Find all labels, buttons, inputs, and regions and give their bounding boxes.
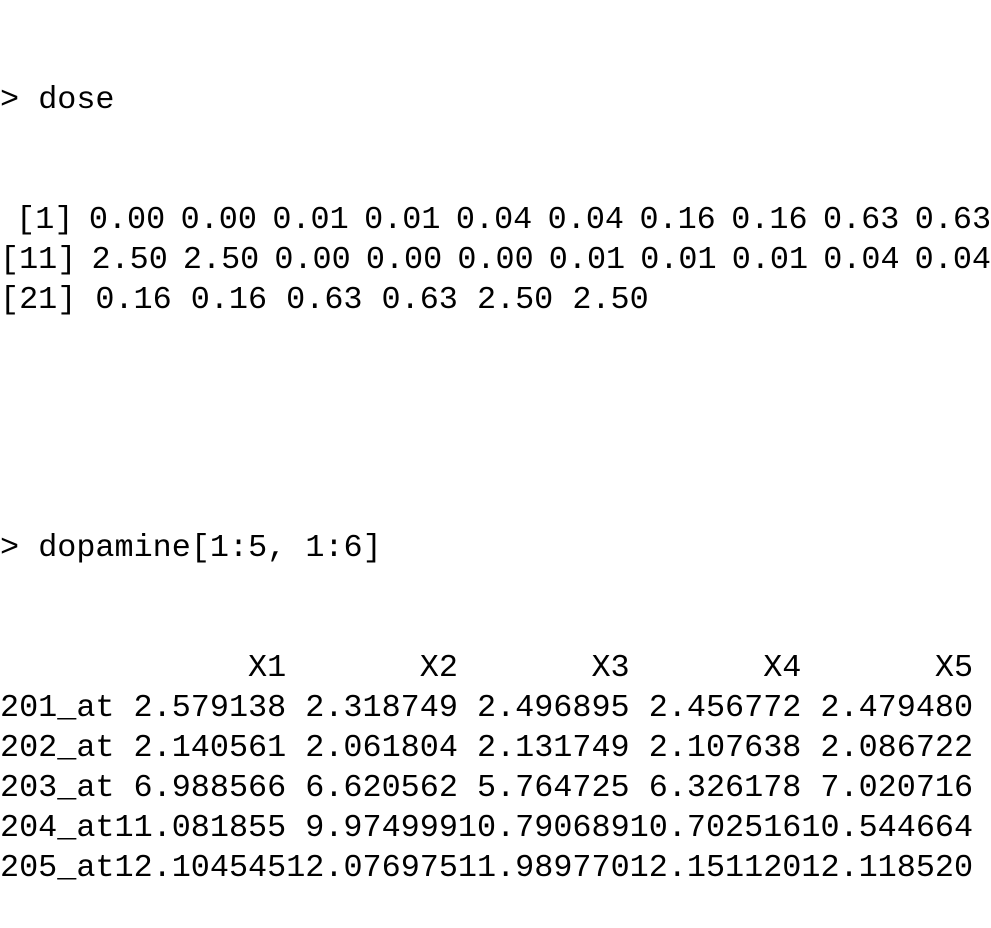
- dose-value: 2.50: [476, 282, 554, 318]
- row-name: 203_at: [0, 770, 115, 806]
- column-header: X2: [419, 650, 458, 686]
- dose-value: 0.00: [457, 242, 534, 278]
- dose-value: 0.00: [88, 202, 166, 238]
- dose-value: 0.00: [365, 242, 443, 278]
- dose-value: 0.00: [180, 202, 257, 238]
- table-cell: 2.061804: [305, 730, 458, 766]
- dose-value: 0.01: [731, 242, 809, 278]
- dose-value: 0.01: [640, 242, 717, 278]
- table-row: 202_at 2.140561 2.061804 2.131749 2.107638 2.…: [0, 728, 991, 768]
- dose-value: 0.01: [548, 242, 626, 278]
- row-name-header: [0, 648, 114, 688]
- dose-value: 0.00: [274, 242, 351, 278]
- table-cell: 2.579138: [133, 690, 287, 726]
- row-name: 201_at: [0, 690, 115, 726]
- table-cell: 2.318749: [305, 690, 458, 726]
- table-row: 204_at 11.081855 9.974999 10.790689 10.70251…: [0, 808, 991, 848]
- table-cell: 12.076975: [286, 850, 458, 886]
- dose-value: 0.63: [286, 282, 363, 318]
- command-line-dopamine: > dopamine[1:5, 1:6]: [0, 528, 991, 568]
- dose-value: 2.50: [91, 242, 168, 278]
- dose-value: 2.50: [182, 242, 260, 278]
- table-cell: 2.107638: [648, 730, 802, 766]
- dose-value: 0.63: [914, 202, 991, 238]
- dose-value: 2.50: [572, 282, 649, 318]
- table-cell: 2.456772: [648, 690, 802, 726]
- row-name: 204_at: [0, 810, 115, 846]
- dose-value: 0.04: [455, 202, 533, 238]
- dose-value: 0.04: [823, 242, 900, 278]
- column-header: X4: [763, 650, 802, 686]
- command-text: dose: [38, 82, 115, 118]
- dose-value: 0.01: [272, 202, 349, 238]
- dose-value: 0.63: [381, 282, 458, 318]
- table-cell: 10.790689: [457, 810, 630, 846]
- table-cell: 7.020716: [820, 770, 974, 806]
- table-cell: 11.989770: [457, 850, 630, 886]
- column-header: X3: [591, 650, 630, 686]
- vector-index: [11]: [0, 242, 77, 278]
- dose-output-line: [1] 0.00 0.00 0.01 0.01 0.04 0.04 0.16 0.16 0.63 0…: [0, 200, 991, 240]
- table-cell: 10.702516: [629, 810, 802, 846]
- dopamine-table-output: X1 X2 X3 X4 X5 201_at 2.579138 2.318749 2.496895…: [0, 648, 991, 888]
- table-cell: 6.988566: [133, 770, 287, 806]
- table-cell: 2.131749: [476, 730, 630, 766]
- table-row: 203_at 6.988566 6.620562 5.764725 6.326178 7.…: [0, 768, 991, 808]
- dose-value: 0.16: [190, 282, 268, 318]
- command-text: dopamine[1:5, 1:6]: [38, 530, 382, 566]
- table-cell: 12.118520: [801, 850, 974, 886]
- table-cell: 12.104545: [114, 850, 287, 886]
- table-cell: 11.081855: [114, 810, 287, 846]
- table-row: 205_at 12.104545 12.076975 11.989770 12.1511…: [0, 848, 991, 888]
- dose-value: 0.16: [639, 202, 716, 238]
- row-name: 205_at: [0, 850, 115, 886]
- column-header: X1: [248, 650, 287, 686]
- table-cell: 2.140561: [133, 730, 287, 766]
- table-cell: 2.086722: [820, 730, 974, 766]
- table-cell: 5.764725: [476, 770, 630, 806]
- column-header: X5: [934, 650, 974, 686]
- table-cell: 6.620562: [305, 770, 458, 806]
- dose-output-line: [11] 2.50 2.50 0.00 0.00 0.00 0.01 0.01 0.01 0.04…: [0, 240, 991, 280]
- dose-value: 0.63: [822, 202, 900, 238]
- dose-value: 0.16: [731, 202, 808, 238]
- dose-output-line: [21] 0.16 0.16 0.63 0.63 2.50 2.50: [0, 280, 991, 320]
- dose-value: 0.01: [364, 202, 441, 238]
- dose-value: 0.04: [914, 242, 991, 278]
- row-name: 202_at: [0, 730, 115, 766]
- table-cell: 2.496895: [476, 690, 630, 726]
- table-cell: 10.544664: [801, 810, 974, 846]
- command-line-dose: > dose: [0, 80, 991, 120]
- dose-value: 0.04: [547, 202, 624, 238]
- table-row: 201_at 2.579138 2.318749 2.496895 2.456772 2.…: [0, 688, 991, 728]
- table-cell: 9.974999: [305, 810, 458, 846]
- table-cell: 2.479480: [820, 690, 974, 726]
- prompt: >: [0, 82, 20, 118]
- dose-value: 0.16: [95, 282, 172, 318]
- vector-index: [21]: [0, 282, 77, 318]
- vector-index: [1]: [16, 202, 74, 238]
- table-header-row: X1 X2 X3 X4 X5: [0, 648, 991, 688]
- table-cell: 12.151120: [629, 850, 802, 886]
- dose-output: [1] 0.00 0.00 0.01 0.01 0.04 0.04 0.16 0.16 0.63 0…: [0, 200, 991, 320]
- prompt: >: [0, 530, 20, 566]
- table-cell: 6.326178: [648, 770, 802, 806]
